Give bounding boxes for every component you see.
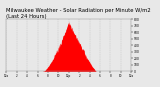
Text: Milwaukee Weather - Solar Radiation per Minute W/m2 (Last 24 Hours): Milwaukee Weather - Solar Radiation per … bbox=[6, 8, 151, 19]
